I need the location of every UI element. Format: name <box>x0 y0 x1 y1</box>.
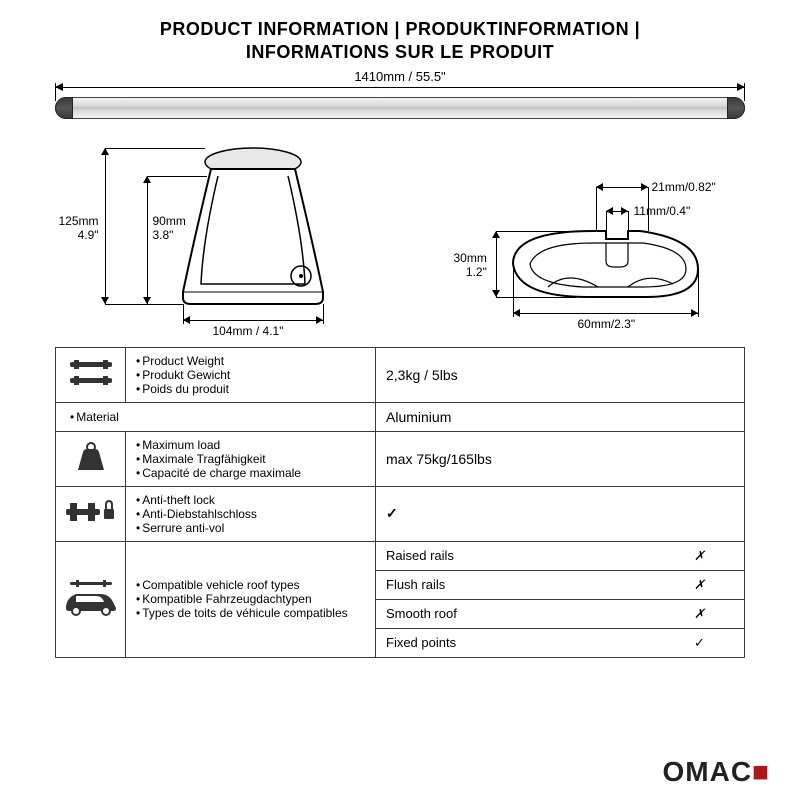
crossbar-side-view <box>55 97 745 119</box>
profile-drawing: 21mm/0.82" 11mm/0.4" 30mm 1.2" 60mm/2.3" <box>418 169 718 329</box>
row-lock: Anti-theft lock Anti-Diebstahlschloss Se… <box>56 486 745 541</box>
material-value: Aluminium <box>376 402 745 431</box>
weight-value: 2,3kg / 5lbs <box>376 347 745 402</box>
lock-labels: Anti-theft lock Anti-Diebstahlschloss Se… <box>136 493 365 535</box>
compat-row-3-name: Fixed points <box>376 628 684 657</box>
foot-height-outer: 125mm 4.9" <box>59 214 99 243</box>
row-material: Material Aluminium <box>56 402 745 431</box>
profile-width: 60mm/2.3" <box>578 317 636 331</box>
load-labels: Maximum load Maximale Tragfähigkeit Capa… <box>136 438 365 480</box>
page-title: PRODUCT INFORMATION | PRODUKTINFORMATION… <box>55 18 745 65</box>
lock-value: ✓ <box>376 486 745 541</box>
brand-dot-icon: ■ <box>752 756 770 788</box>
foot-height-inner: 90mm 3.8" <box>153 214 186 243</box>
row-load: Maximum load Maximale Tragfähigkeit Capa… <box>56 431 745 486</box>
compat-row-1-name: Flush rails <box>376 570 684 599</box>
spec-table: Product Weight Produkt Gewicht Poids du … <box>55 347 745 658</box>
title-line-1: PRODUCT INFORMATION | PRODUKTINFORMATION… <box>160 19 640 39</box>
load-value: max 75kg/165lbs <box>376 431 745 486</box>
material-labels: Material <box>70 410 365 424</box>
profile-slot-outer: 21mm/0.82" <box>652 180 716 194</box>
compat-row-2-name: Smooth roof <box>376 599 684 628</box>
compat-row-2-value: ✗ <box>684 599 744 628</box>
row-weight: Product Weight Produkt Gewicht Poids du … <box>56 347 745 402</box>
load-icon <box>56 431 126 486</box>
row-compat: Compatible vehicle roof types Kompatible… <box>56 541 745 657</box>
compat-row-3-value: ✓ <box>684 628 744 657</box>
compat-subtable: Raised rails✗ Flush rails✗ Smooth roof✗ … <box>376 542 744 657</box>
brand-text: OMAC <box>663 756 753 787</box>
overall-length-dimension: 1410mm / 55.5" <box>55 73 745 93</box>
overall-length-label: 1410mm / 55.5" <box>55 69 745 84</box>
lock-icon <box>56 486 126 541</box>
weight-labels: Product Weight Produkt Gewicht Poids du … <box>136 354 365 396</box>
technical-drawings: 125mm 4.9" 90mm 3.8" 104mm / 4.1" 21mm/0… <box>55 139 745 329</box>
profile-slot-inner: 11mm/0.4" <box>634 204 691 218</box>
foot-drawing: 125mm 4.9" 90mm 3.8" 104mm / 4.1" <box>83 144 363 329</box>
brand-logo: OMAC■ <box>663 756 770 788</box>
foot-width: 104mm / 4.1" <box>213 324 284 338</box>
profile-height: 30mm 1.2" <box>454 251 487 280</box>
compat-row-0-value: ✗ <box>684 542 744 571</box>
compat-icon <box>56 541 126 657</box>
compat-row-1-value: ✗ <box>684 570 744 599</box>
title-line-2: INFORMATIONS SUR LE PRODUIT <box>246 42 554 62</box>
weight-icon <box>56 347 126 402</box>
compat-labels: Compatible vehicle roof types Kompatible… <box>136 578 365 620</box>
compat-row-0-name: Raised rails <box>376 542 684 571</box>
